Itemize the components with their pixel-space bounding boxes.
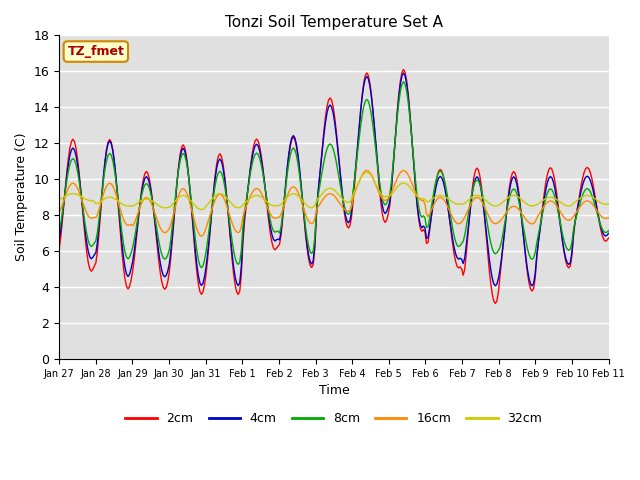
Y-axis label: Soil Temperature (C): Soil Temperature (C) [15,133,28,262]
Title: Tonzi Soil Temperature Set A: Tonzi Soil Temperature Set A [225,15,443,30]
Legend: 2cm, 4cm, 8cm, 16cm, 32cm: 2cm, 4cm, 8cm, 16cm, 32cm [120,407,547,430]
X-axis label: Time: Time [319,384,349,397]
Text: TZ_fmet: TZ_fmet [67,45,124,58]
